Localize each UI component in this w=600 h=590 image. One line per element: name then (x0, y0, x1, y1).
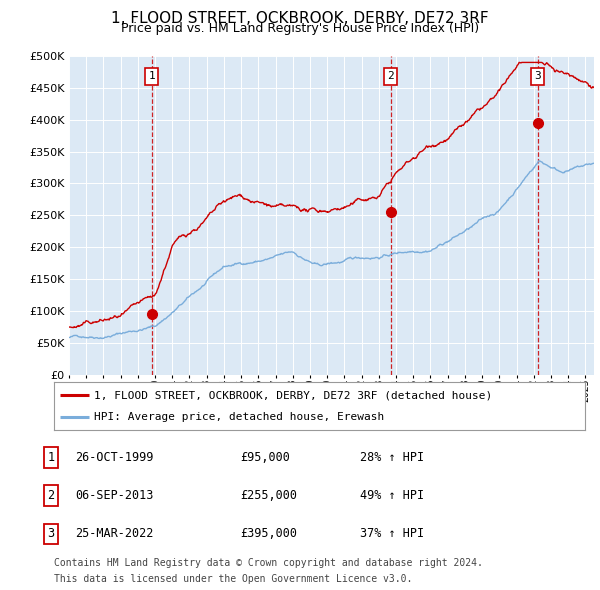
Text: 26-OCT-1999: 26-OCT-1999 (75, 451, 154, 464)
Text: This data is licensed under the Open Government Licence v3.0.: This data is licensed under the Open Gov… (54, 574, 412, 584)
Text: £95,000: £95,000 (240, 451, 290, 464)
Text: £395,000: £395,000 (240, 527, 297, 540)
Text: 37% ↑ HPI: 37% ↑ HPI (360, 527, 424, 540)
Text: 49% ↑ HPI: 49% ↑ HPI (360, 489, 424, 502)
Text: 25-MAR-2022: 25-MAR-2022 (75, 527, 154, 540)
Text: 2: 2 (47, 489, 55, 502)
Text: 3: 3 (535, 71, 541, 81)
Text: 06-SEP-2013: 06-SEP-2013 (75, 489, 154, 502)
Text: 3: 3 (47, 527, 55, 540)
Text: 2: 2 (387, 71, 394, 81)
Text: Price paid vs. HM Land Registry's House Price Index (HPI): Price paid vs. HM Land Registry's House … (121, 22, 479, 35)
Text: 1, FLOOD STREET, OCKBROOK, DERBY, DE72 3RF (detached house): 1, FLOOD STREET, OCKBROOK, DERBY, DE72 3… (94, 390, 492, 400)
Text: Contains HM Land Registry data © Crown copyright and database right 2024.: Contains HM Land Registry data © Crown c… (54, 558, 483, 568)
Text: 1: 1 (47, 451, 55, 464)
Text: 1: 1 (149, 71, 155, 81)
Text: 28% ↑ HPI: 28% ↑ HPI (360, 451, 424, 464)
Text: HPI: Average price, detached house, Erewash: HPI: Average price, detached house, Erew… (94, 412, 384, 422)
Text: 1, FLOOD STREET, OCKBROOK, DERBY, DE72 3RF: 1, FLOOD STREET, OCKBROOK, DERBY, DE72 3… (111, 11, 489, 25)
Text: £255,000: £255,000 (240, 489, 297, 502)
